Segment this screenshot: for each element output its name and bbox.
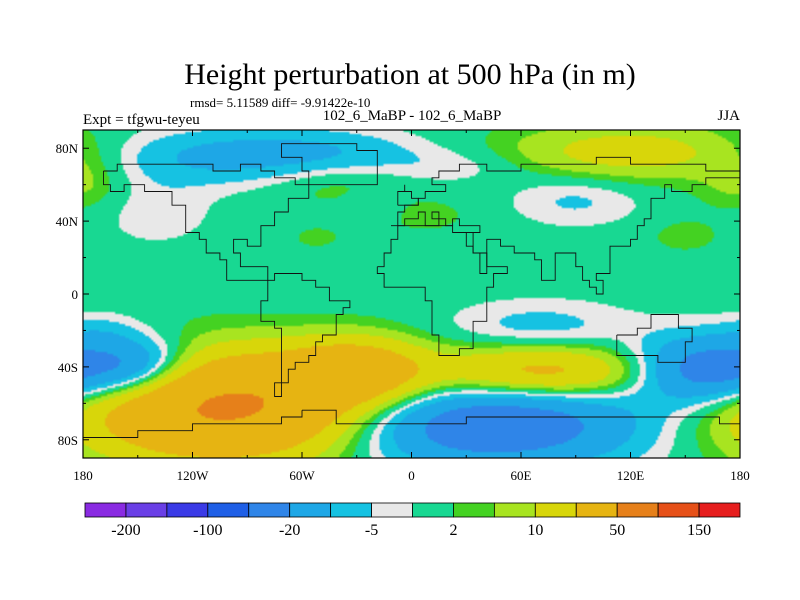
experiment-label: Expt = tfgwu-teyeu — [83, 112, 200, 128]
y-tick-label: 40S — [58, 360, 78, 375]
y-tick-label: 80N — [56, 141, 79, 156]
colorbar-box — [698, 502, 741, 518]
colorbar-box — [166, 502, 209, 518]
colorbar-box — [248, 502, 291, 518]
x-tick-label: 60E — [511, 468, 532, 483]
run-label: 102_6_MaBP - 102_6_MaBP — [323, 108, 502, 124]
colorbar-box — [657, 502, 700, 518]
colorbar-box — [453, 502, 495, 518]
coastline-4 — [616, 314, 693, 363]
colorbar-label: 50 — [609, 522, 625, 539]
x-tick-label: 120E — [617, 468, 645, 483]
colorbar-box — [616, 502, 659, 518]
x-tick-label: 0 — [408, 468, 415, 483]
colorbar-box — [412, 502, 454, 518]
coastlines — [82, 143, 741, 459]
coastline-1 — [260, 273, 351, 397]
x-axis: 180 120W 60W 0 60E 120E 180 — [73, 130, 750, 483]
y-tick-label: 40N — [56, 214, 79, 229]
chart-title: Height perturbation at 500 hPa (in m) — [184, 58, 636, 91]
colorbar-box — [289, 502, 332, 518]
coastline-6 — [281, 143, 378, 186]
coastline-7 — [397, 184, 419, 206]
colorbar-box — [330, 502, 372, 518]
colorbar-label: 2 — [449, 522, 457, 539]
coastline-2 — [376, 225, 508, 356]
colorbar-box — [371, 502, 413, 518]
x-tick-label: 120W — [177, 468, 210, 483]
colorbar-box — [207, 502, 250, 518]
y-axis: 80N 40N 0 40S 80S — [56, 141, 740, 448]
colorbar-label: -20 — [279, 522, 300, 539]
height-field — [83, 130, 740, 458]
colorbar-box — [125, 502, 168, 518]
stats-label: rmsd= 5.11589 diff= -9.91422e-10 — [190, 95, 370, 110]
coastline-0 — [103, 163, 310, 281]
x-tick-label: 180 — [73, 468, 93, 483]
map-area — [82, 129, 741, 459]
colorbar-box — [534, 502, 577, 518]
colorbar-box — [575, 502, 618, 518]
coastline-3 — [391, 156, 741, 295]
colorbar-label: -100 — [193, 522, 222, 539]
x-tick-label: 180 — [730, 468, 750, 483]
colorbar-label: 10 — [527, 522, 543, 539]
colorbar-label: 150 — [687, 522, 711, 539]
y-tick-label: 0 — [72, 287, 79, 302]
colorbar-label: -5 — [365, 522, 378, 539]
colorbar: -200 -100 -20 -5 2 10 50 150 — [84, 502, 741, 539]
x-tick-label: 60W — [289, 468, 315, 483]
season-label: JJA — [717, 108, 740, 124]
colorbar-label: -200 — [111, 522, 140, 539]
y-tick-label: 80S — [58, 433, 78, 448]
colorbar-box — [493, 502, 536, 518]
colorbar-box — [84, 502, 127, 518]
